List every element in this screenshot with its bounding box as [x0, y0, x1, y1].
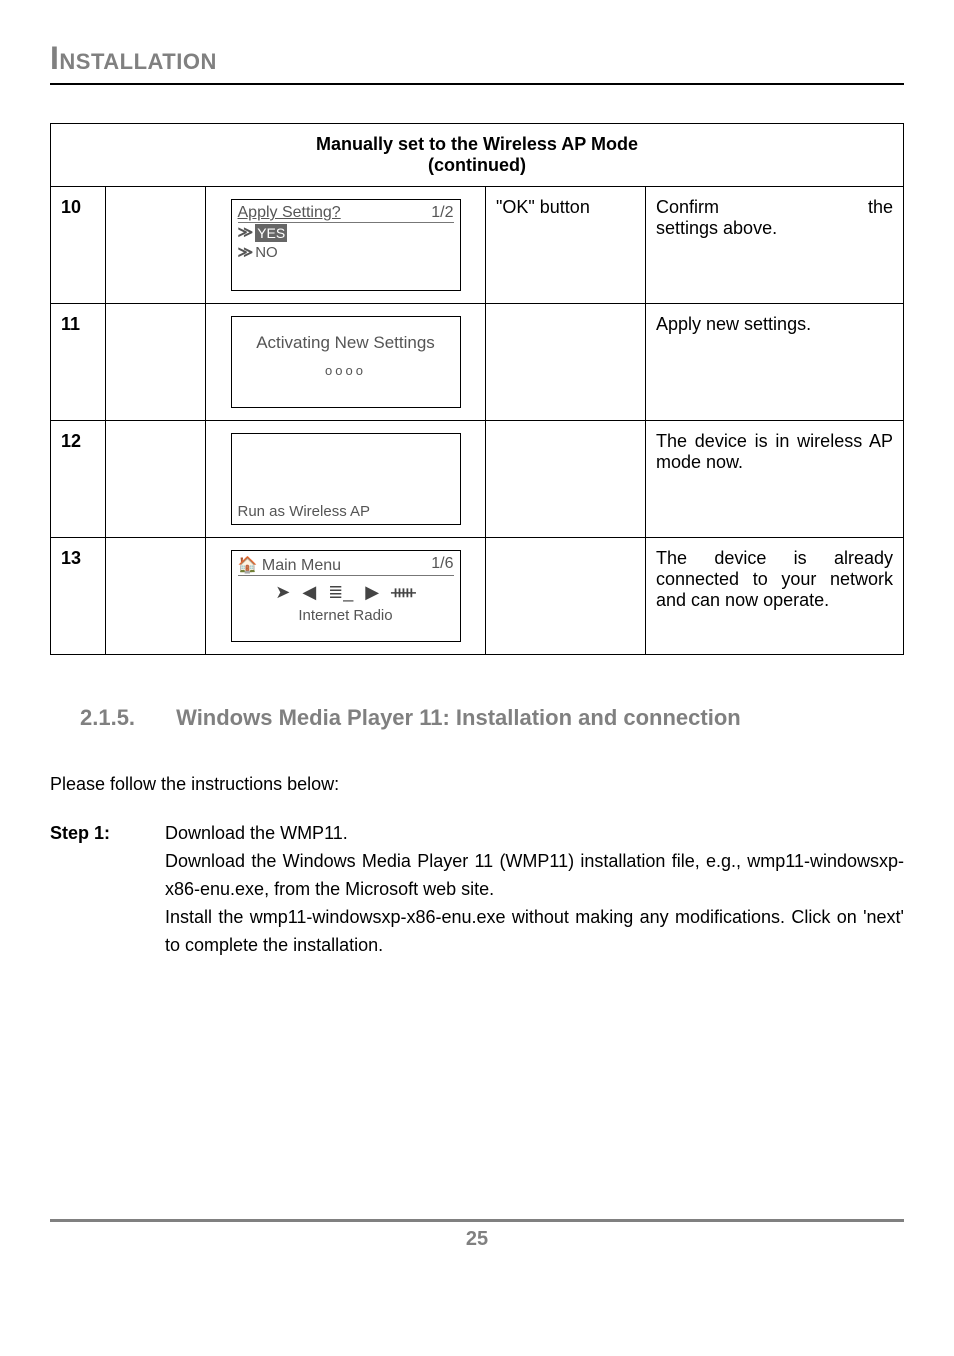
list-icon: ≣_: [328, 582, 353, 603]
step-line1: Download the WMP11.: [165, 823, 348, 843]
row-empty: [106, 421, 206, 538]
nav-start-icon: ➤: [275, 582, 290, 603]
step-line2: Download the Windows Media Player 11 (WM…: [165, 851, 904, 899]
row-num: 11: [51, 304, 106, 421]
device-screen: 🏠 Main Menu 1/6 ➤ ◀ ≣_ ▶ ᚔ Internet Radi…: [231, 550, 461, 642]
device-screen: Run as Wireless AP: [231, 433, 461, 525]
mm-title-text: Main Menu: [262, 557, 341, 574]
antenna-icon: ᚔ: [391, 582, 416, 603]
page-title: Installation: [50, 40, 904, 85]
option-no: NO: [255, 243, 278, 263]
screen-center-text: Activating New Settings: [238, 333, 454, 353]
section-heading: 2.1.5. Windows Media Player 11: Installa…: [80, 705, 904, 731]
row-num: 10: [51, 187, 106, 304]
desc-w2: the: [868, 197, 893, 218]
screen-counter: 1/2: [431, 204, 453, 222]
selector-icon: ≫: [238, 243, 254, 263]
section-number: 2.1.5.: [80, 705, 170, 731]
device-screen: Activating New Settings oooo: [231, 316, 461, 408]
step-line3: Install the wmp11-windowsxp-x86-enu.exe …: [165, 907, 904, 955]
section-title: Windows Media Player 11: Installation an…: [176, 705, 741, 730]
action-cell: [486, 538, 646, 655]
table-header-l2: (continued): [428, 155, 526, 175]
step-label: Step 1:: [50, 820, 165, 959]
device-screen: Apply Setting? 1/2 ≫YES ≫NO: [231, 199, 461, 291]
row-empty: [106, 304, 206, 421]
desc-rest: settings above.: [656, 218, 777, 238]
table-row: 12 Run as Wireless AP The device is in w…: [51, 421, 904, 538]
intro-text: Please follow the instructions below:: [50, 771, 904, 798]
desc-cell: Confirm the settings above.: [646, 187, 904, 304]
nav-right-icon: ▶: [365, 582, 379, 603]
table-row: 11 Activating New Settings oooo Apply ne…: [51, 304, 904, 421]
table-row: 10 Apply Setting? 1/2 ≫YES ≫NO "OK" butt…: [51, 187, 904, 304]
table-row: 13 🏠 Main Menu 1/6 ➤ ◀ ≣_ ▶ ᚔ Internet R…: [51, 538, 904, 655]
wireless-ap-table: Manually set to the Wireless AP Mode (co…: [50, 123, 904, 655]
desc-cell: The device is in wireless AP mode now.: [646, 421, 904, 538]
table-header: Manually set to the Wireless AP Mode (co…: [51, 124, 904, 187]
step-1: Step 1: Download the WMP11. Download the…: [50, 820, 904, 959]
row-empty: [106, 187, 206, 304]
desc-cell: The device is already connected to your …: [646, 538, 904, 655]
desc-cell: Apply new settings.: [646, 304, 904, 421]
action-cell: [486, 421, 646, 538]
table-header-l1: Manually set to the Wireless AP Mode: [316, 134, 638, 154]
nav-left-icon: ◀: [302, 582, 316, 603]
step-content: Download the WMP11. Download the Windows…: [165, 820, 904, 959]
menu-icons-row: ➤ ◀ ≣_ ▶ ᚔ: [238, 582, 454, 603]
page-number: 25: [466, 1228, 488, 1250]
desc-w1: Confirm: [656, 197, 719, 218]
row-num: 13: [51, 538, 106, 655]
main-menu-title: 🏠 Main Menu: [238, 555, 342, 575]
row-num: 12: [51, 421, 106, 538]
screen-dots: oooo: [238, 363, 454, 378]
option-yes: YES: [255, 224, 287, 242]
selector-icon: ≫: [238, 223, 254, 243]
row-empty: [106, 538, 206, 655]
main-menu-counter: 1/6: [431, 555, 453, 575]
action-cell: "OK" button: [486, 187, 646, 304]
page-footer: 25: [50, 1219, 904, 1251]
internet-radio-label: Internet Radio: [238, 607, 454, 624]
screen-title: Apply Setting?: [238, 204, 341, 222]
action-cell: [486, 304, 646, 421]
screen-bottom-text: Run as Wireless AP: [238, 503, 371, 520]
